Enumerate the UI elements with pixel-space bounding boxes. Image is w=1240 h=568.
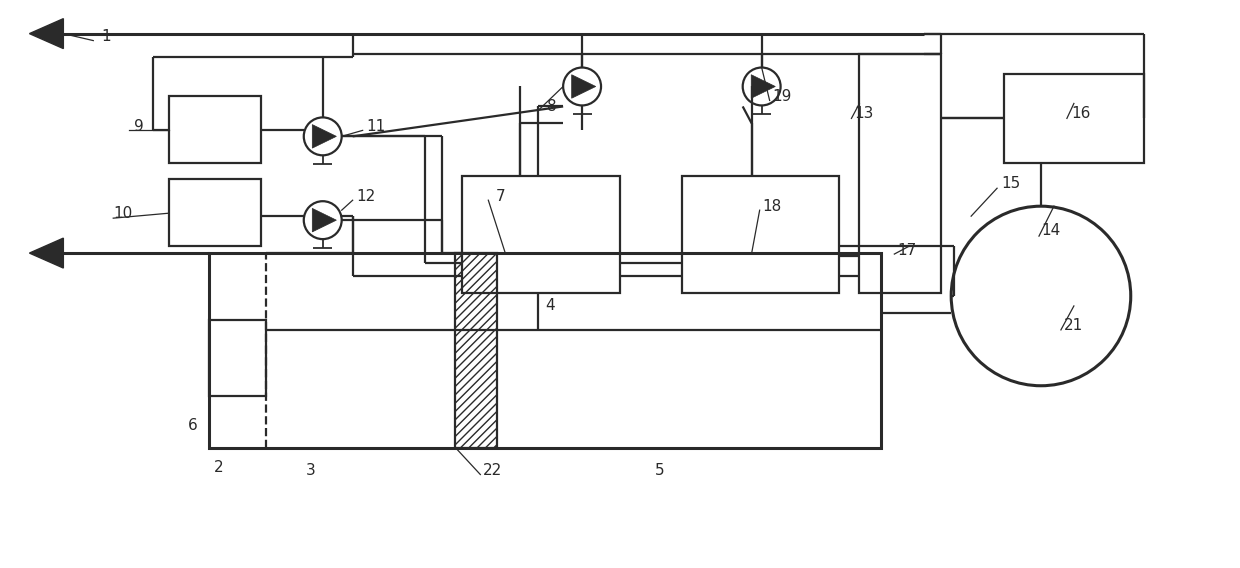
Text: 18: 18: [763, 199, 781, 214]
Text: 19: 19: [773, 89, 791, 104]
Polygon shape: [312, 124, 336, 148]
Text: 21: 21: [1064, 319, 1084, 333]
Polygon shape: [751, 75, 775, 98]
Bar: [1004, 73, 1143, 163]
Bar: [210, 320, 265, 396]
Polygon shape: [30, 19, 63, 49]
Text: 7: 7: [496, 189, 505, 204]
Text: 13: 13: [854, 106, 874, 121]
Text: 10: 10: [114, 206, 133, 221]
Text: 15: 15: [1002, 176, 1021, 191]
Bar: [859, 53, 941, 293]
Text: 22: 22: [482, 463, 502, 478]
Text: 9: 9: [134, 119, 144, 134]
Bar: [463, 176, 620, 293]
Text: 6: 6: [188, 418, 198, 433]
Text: 14: 14: [1042, 223, 1060, 237]
Polygon shape: [572, 75, 595, 98]
Text: 11: 11: [366, 119, 386, 134]
Bar: [169, 97, 260, 163]
Text: 1: 1: [102, 29, 112, 44]
Bar: [210, 253, 882, 448]
Polygon shape: [312, 208, 336, 232]
Text: 17: 17: [898, 243, 916, 257]
Polygon shape: [30, 238, 63, 268]
Bar: [455, 253, 497, 448]
Bar: [169, 179, 260, 246]
Text: 3: 3: [306, 463, 316, 478]
Text: 16: 16: [1071, 106, 1090, 121]
Text: 12: 12: [356, 189, 376, 204]
Text: 5: 5: [655, 463, 665, 478]
Text: 8: 8: [547, 99, 557, 114]
Text: 2: 2: [215, 460, 223, 475]
Text: 4: 4: [546, 298, 556, 314]
Bar: [682, 176, 839, 293]
